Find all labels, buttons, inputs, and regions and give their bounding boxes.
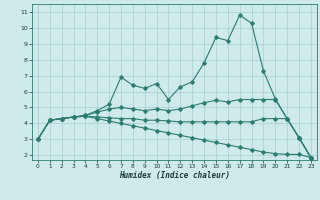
X-axis label: Humidex (Indice chaleur): Humidex (Indice chaleur) (119, 171, 230, 180)
